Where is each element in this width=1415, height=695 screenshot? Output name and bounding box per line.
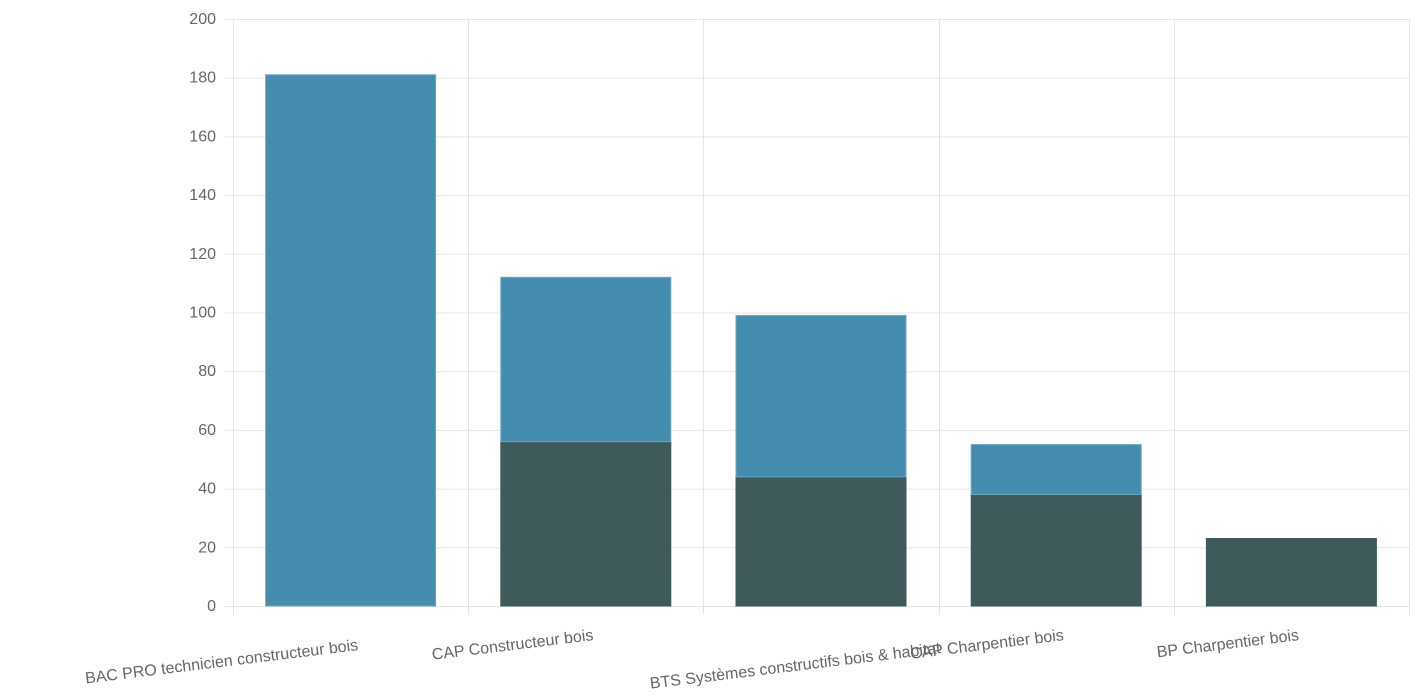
x-tick-label: CAP Charpentier bois [909,627,1064,663]
y-tick-label: 120 [189,246,216,263]
bar-segment-series-2[interactable] [970,444,1142,495]
bars [265,74,1377,607]
x-tick-label: CAP Constructeur bois [431,627,594,664]
y-tick-label: 140 [189,187,216,204]
y-tick-label: 40 [198,481,216,498]
bar-segment-series-1[interactable] [1205,537,1377,607]
bar-segment-series-2[interactable] [500,276,672,443]
y-tick-label: 160 [189,128,216,145]
y-axis-ticks: 0 20 40 60 80 100 120 140 160 180 200 [189,11,216,615]
x-axis-ticks: BAC PRO technicien constructeur bois CAP … [84,627,1300,693]
bar-segment-series-1[interactable] [500,441,672,607]
x-tick-label: BAC PRO technicien constructeur bois [84,637,359,687]
y-tick-label: 60 [198,422,216,439]
y-tick-label: 80 [198,363,216,380]
y-tick-label: 100 [189,305,216,322]
bar-segment-series-2[interactable] [735,314,907,478]
x-tick-label: BTS Systèmes constructifs bois & habitat [649,640,942,693]
bar-segment-series-1[interactable] [735,476,907,607]
bar-segment-series-2[interactable] [265,74,437,607]
x-tick-label: BP Charpentier bois [1156,627,1300,661]
y-tick-label: 20 [198,539,216,556]
y-tick-label: 200 [189,11,216,28]
bar-segment-series-1[interactable] [970,493,1142,607]
y-tick-label: 0 [207,598,216,615]
y-tick-label: 180 [189,70,216,87]
